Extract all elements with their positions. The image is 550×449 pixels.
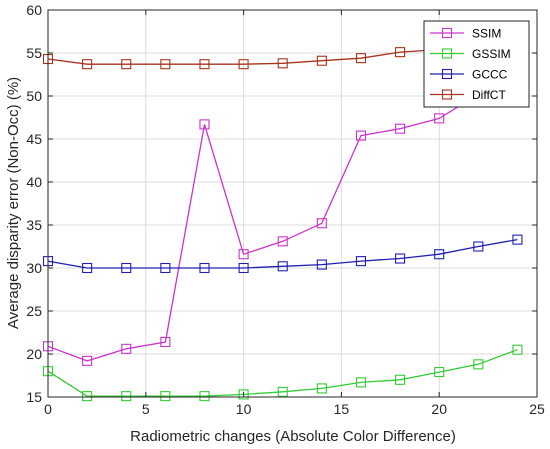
y-tick-label: 45 bbox=[26, 131, 42, 147]
series-gccc bbox=[42, 234, 523, 274]
legend-label-diffct: DiffCT bbox=[472, 88, 506, 102]
series-line-gssim bbox=[47, 349, 518, 397]
data-point-gccc bbox=[395, 253, 406, 264]
legend: SSIM GSSIM GCCC DiffCT bbox=[423, 20, 530, 108]
data-point-gccc bbox=[512, 234, 523, 245]
data-point-ssim bbox=[238, 249, 249, 260]
data-point-ssim bbox=[160, 336, 171, 348]
legend-marker-gssim bbox=[441, 48, 453, 59]
data-point-ssim bbox=[395, 123, 406, 134]
data-point-gssim bbox=[512, 344, 523, 355]
y-axis-label: Average disparity error (Non-Occ) (%) bbox=[5, 77, 22, 329]
data-point-gssim bbox=[473, 359, 484, 370]
data-point-diffct bbox=[395, 47, 406, 58]
y-tick-label: 40 bbox=[26, 174, 42, 190]
data-point-gssim bbox=[434, 367, 445, 378]
plot-frame bbox=[47, 9, 538, 398]
axes: 0 5 10 15 20 25 15 20 25 30 35 40 45 50 55 60 bbox=[26, 2, 545, 417]
data-point-ssim bbox=[199, 119, 210, 130]
x-tick-label: 10 bbox=[236, 401, 252, 417]
data-point-gccc bbox=[277, 261, 288, 272]
legend-label-gccc: GCCC bbox=[472, 68, 508, 82]
data-point-ssim bbox=[82, 355, 93, 366]
data-point-gssim bbox=[277, 386, 288, 397]
data-point-diffct bbox=[160, 59, 171, 70]
y-tick-label: 15 bbox=[26, 389, 42, 405]
series-gssim bbox=[42, 344, 523, 402]
data-point-ssim bbox=[121, 343, 132, 354]
data-point-diffct bbox=[199, 59, 210, 70]
data-point-gssim bbox=[121, 391, 132, 402]
data-point-gssim bbox=[199, 391, 210, 402]
x-tick-label: 15 bbox=[334, 401, 350, 417]
data-point-ssim bbox=[434, 113, 445, 124]
data-point-gccc bbox=[121, 262, 132, 274]
data-point-diffct bbox=[277, 58, 288, 69]
x-tick-label: 0 bbox=[44, 401, 52, 417]
data-point-diffct bbox=[82, 59, 93, 70]
data-point-diffct bbox=[355, 53, 367, 64]
series-line-ssim bbox=[47, 75, 518, 362]
series-group bbox=[42, 30, 523, 402]
series-line-gccc bbox=[47, 238, 518, 269]
data-point-ssim bbox=[316, 218, 327, 229]
y-tick-label: 60 bbox=[26, 2, 42, 18]
y-tick-label: 35 bbox=[26, 217, 42, 233]
data-point-gccc bbox=[160, 262, 171, 274]
series-ssim bbox=[42, 71, 523, 366]
data-point-gssim bbox=[160, 391, 171, 402]
data-point-gssim bbox=[395, 374, 406, 385]
data-point-gccc bbox=[355, 256, 367, 267]
data-point-gccc bbox=[434, 249, 445, 260]
y-tick-label: 50 bbox=[26, 88, 42, 104]
legend-box bbox=[423, 20, 530, 108]
data-point-gccc bbox=[316, 259, 327, 270]
data-point-ssim bbox=[355, 130, 367, 141]
legend-marker-diffct bbox=[441, 89, 453, 100]
data-point-gccc bbox=[82, 262, 93, 274]
y-tick-label: 25 bbox=[26, 303, 42, 319]
y-tick-label: 55 bbox=[26, 45, 42, 61]
legend-marker-ssim bbox=[441, 27, 453, 39]
data-point-gssim bbox=[82, 391, 93, 402]
x-tick-label: 5 bbox=[142, 401, 150, 417]
data-point-diffct bbox=[121, 59, 132, 70]
x-tick-label: 20 bbox=[431, 401, 447, 417]
data-point-diffct bbox=[316, 55, 327, 66]
y-tick-label: 30 bbox=[26, 260, 42, 276]
data-point-gccc bbox=[199, 262, 210, 274]
data-point-gssim bbox=[316, 383, 327, 394]
x-tick-label: 25 bbox=[529, 401, 545, 417]
data-point-ssim bbox=[277, 236, 288, 247]
data-point-gssim bbox=[355, 377, 367, 388]
y-tick-label: 20 bbox=[26, 346, 42, 362]
data-point-gccc bbox=[238, 262, 249, 274]
data-point-diffct bbox=[238, 59, 249, 70]
data-point-gccc bbox=[473, 241, 484, 252]
x-axis-label: Radiometric changes (Absolute Color Diff… bbox=[130, 428, 456, 445]
legend-marker-gccc bbox=[441, 68, 453, 80]
legend-label-ssim: SSIM bbox=[472, 27, 501, 41]
grid-lines bbox=[47, 9, 538, 398]
data-point-gssim bbox=[238, 389, 249, 400]
legend-label-gssim: GSSIM bbox=[472, 47, 511, 61]
